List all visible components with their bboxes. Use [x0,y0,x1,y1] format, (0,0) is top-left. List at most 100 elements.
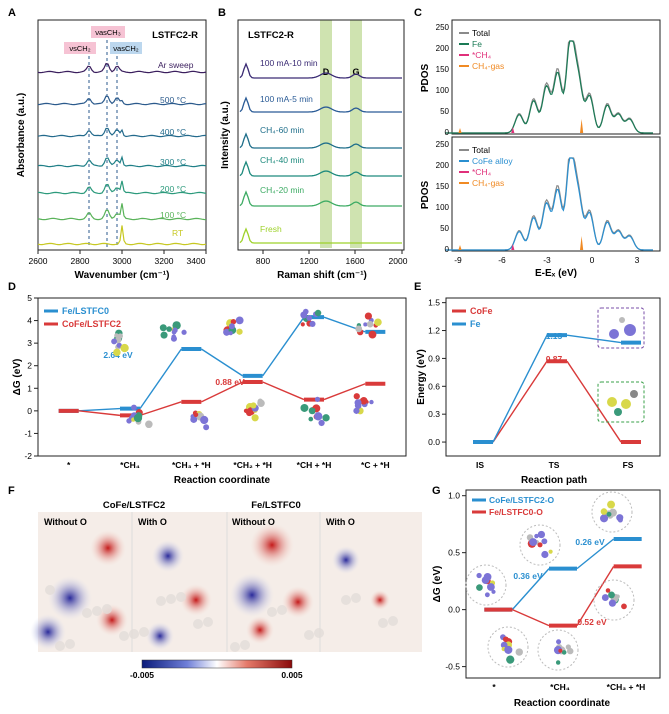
peak-label-ch3: νasCH₃ [95,28,121,37]
atom [621,603,627,610]
g-anno-2: 0.26 eV [575,537,605,547]
panel-f-letter: F [8,485,15,497]
atom [364,312,373,320]
structure-outline [537,629,579,671]
ytick-label: -0.5 [445,662,460,672]
g-anno-1: 0.36 eV [513,571,543,581]
legend-ch4gas-b: CH₄-gas [472,178,504,188]
raman-label-1: 100 mA-10 min [260,58,318,68]
c-top-ytick: 150 [436,65,450,74]
a-xtick-label: 3200 [155,256,174,266]
g-ylabel: ΔG (eV) [432,566,443,603]
energy-connector [78,407,121,412]
e-anno-cofe: 0.87 [546,354,563,364]
panel-b: B LSTFC2-R D G 100 mA-10 min 100 mA-5 mi… [218,7,408,281]
ftir-trace [37,155,207,168]
d-chart: * *CH₄ *CH₃ + *H *CH₂ + *H *CH + *H *C + *H [58,315,390,470]
ytick-label: -2 [24,451,32,461]
atom [476,584,483,591]
c-bot-ytick: 200 [436,161,450,170]
f-density-map [38,512,422,652]
atom [605,588,611,593]
f-scale-min: -0.005 [130,670,154,680]
d-xtick-label: * [67,460,71,470]
atom [366,320,374,328]
atom [630,390,638,398]
d-xtick-label: *CH₂ + *H [233,460,272,470]
c-top-ytick: 250 [436,23,450,32]
c-ylabel-bottom: PDOS [420,181,431,210]
atom [159,324,167,332]
atom [606,511,612,517]
atom [200,415,209,425]
atom [114,333,119,338]
atom [306,315,313,321]
density-lobe [90,530,126,566]
legend-ch4: *CH₄ [472,50,492,60]
energy-connector [512,608,550,627]
g-legend-fe: Fe/LSTFC0-O [489,507,543,517]
atom [621,399,631,409]
atom [243,408,249,414]
atom [251,414,259,422]
b-xlabel: Raman shift (cm⁻¹) [277,270,367,281]
atom [116,342,122,348]
d-xtick-label: *C + *H [361,460,390,470]
atom [310,407,316,413]
energy-connector [78,410,121,417]
ftir-trace [37,203,207,221]
d-legend-cofe: CoFe/LSTFC2 [62,319,121,329]
energy-connector [323,383,366,401]
atom [624,324,636,336]
atom [230,319,237,325]
trace-label-200: 200 °C [160,184,186,194]
lattice-atom [156,596,166,606]
atom [257,398,263,404]
lattice-atom [82,608,92,618]
atom [360,397,368,405]
f-title-cofe: CoFe/LSTFC2 [103,500,165,511]
atom [529,538,538,546]
atom [601,594,609,601]
raman-trace [239,227,402,244]
trace-label-400: 400 °C [160,127,186,137]
atom [607,397,617,407]
atom [235,316,244,325]
legend-cofe: CoFe alloy [472,156,513,166]
c-bot-ytick: 150 [436,182,450,191]
legend-ch4gas: CH₄-gas [472,61,504,71]
density-lobe [282,586,314,618]
e-legend-cofe: CoFe [470,306,493,316]
atom [491,589,496,594]
atom [111,338,118,345]
energy-connector [511,568,550,611]
legend-total: Total [472,28,490,38]
g-chart [484,536,642,628]
atom [504,645,513,654]
e-legend-fe: Fe [470,319,481,329]
b-xtick-label: 1200 [300,256,319,266]
legend-fe: Fe [472,39,482,49]
lattice-atom [267,607,277,617]
atom [600,508,608,515]
ftir-trace [37,225,207,246]
e-ylabel: Energy (eV) [416,349,427,405]
pdos-bottom-frame [451,136,661,252]
ytick-label: 0.0 [448,605,460,615]
structure-outline [465,564,507,606]
g-molecule-structures [465,491,635,671]
energy-connector [201,381,243,403]
g-xtick-label: * [492,682,496,692]
legend-total-b: Total [472,145,490,155]
ch4gas-peak [580,236,584,250]
atom [555,660,561,665]
ytick-label: 1.0 [448,491,460,501]
atom [369,399,374,405]
atom [203,424,210,431]
density-lobe [230,573,274,617]
pdos-top-frame [451,19,661,135]
f-subtitle: Without O [232,517,275,527]
f-title-fe: Fe/LSTFC0 [251,500,301,511]
panel-e-frame [445,297,661,457]
